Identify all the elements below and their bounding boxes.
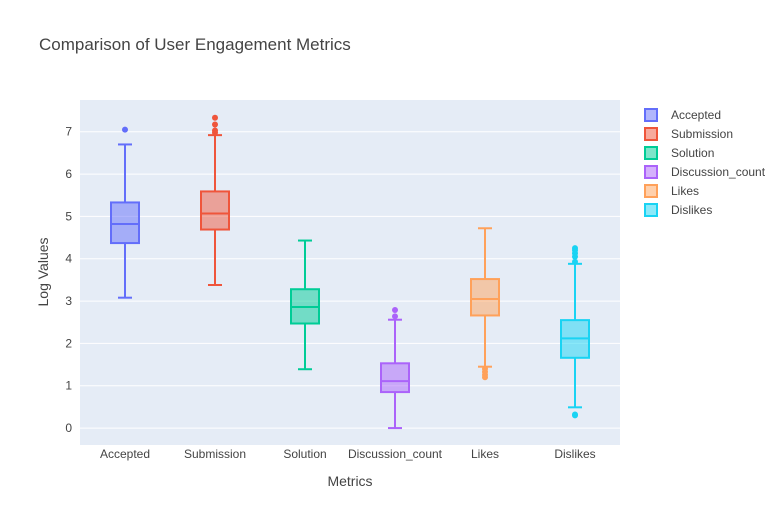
y-tick-label-6: 6 [65,167,72,181]
y-tick-label-3: 3 [65,294,72,308]
legend-swatch-likes [644,184,658,198]
x-axis-ticks: Accepted Submission Solution Discussion_cou… [100,447,596,461]
outlier-point-likes-3 [482,365,488,372]
box-submission [200,114,230,286]
y-tick-label-0: 0 [65,421,72,435]
gridlines [80,131,620,429]
legend-item-dislikes: Dislikes [644,203,712,217]
legend-swatch-submission [644,127,658,141]
y-axis-label: Log Values [35,237,51,306]
y-tick-label-1: 1 [65,379,72,393]
legend-swatch-discussion-count [644,165,658,179]
x-tick-label-submission: Submission [184,447,246,461]
x-tick-label-likes: Likes [471,447,499,461]
outlier-point-dislikes-1 [572,411,578,418]
legend-label-discussion-count: Discussion_count [671,165,766,179]
plot-area [80,100,620,445]
legend-label-accepted: Accepted [671,108,721,122]
box-accepted [110,126,140,299]
legend-label-dislikes: Dislikes [671,203,712,217]
legend-swatch-solution [644,146,658,160]
legend-swatch-dislikes [644,203,658,217]
legend-swatch-accepted [644,108,658,122]
outlier-point-discussion-count-0 [392,313,398,320]
x-tick-label-dislikes: Dislikes [554,447,595,461]
iqr-box-likes [470,278,500,317]
legend-label-submission: Submission [671,127,733,141]
y-axis-ticks: 0 1 2 3 4 5 6 7 [65,125,72,435]
outlier-point-dislikes-2 [572,258,578,265]
legend-label-likes: Likes [671,184,699,198]
y-tick-label-4: 4 [65,252,72,266]
legend: Accepted Submission Solution Discussion_cou… [644,108,766,217]
legend-item-solution: Solution [644,146,714,160]
legend-item-submission: Submission [644,127,733,141]
y-tick-label-2: 2 [65,336,72,350]
box-solution [290,239,320,371]
y-tick-label-5: 5 [65,209,72,223]
outlier-point-submission-1 [212,127,218,134]
outlier-point-accepted-0 [122,126,128,133]
outlier-point-dislikes-6 [572,245,578,252]
iqr-box-submission [200,190,230,231]
outlier-point-submission-2 [212,121,218,128]
box-discussion-count [380,306,410,430]
boxes [110,114,590,430]
x-axis-label: Metrics [327,473,372,489]
x-tick-label-accepted: Accepted [100,447,150,461]
outlier-point-discussion-count-1 [392,306,398,313]
legend-item-likes: Likes [644,184,699,198]
y-tick-label-7: 7 [65,125,72,139]
box-dislikes [560,245,590,419]
outlier-point-submission-3 [212,114,218,121]
legend-label-solution: Solution [671,146,714,160]
x-tick-label-solution: Solution [283,447,326,461]
box-likes [470,227,500,381]
iqr-box-discussion-count [380,362,410,394]
legend-item-discussion-count: Discussion_count [644,165,766,179]
chart-title: Comparison of User Engagement Metrics [39,35,351,54]
iqr-box-accepted [110,201,140,245]
x-tick-label-discussion_count: Discussion_count [348,447,443,461]
legend-item-accepted: Accepted [644,108,721,122]
